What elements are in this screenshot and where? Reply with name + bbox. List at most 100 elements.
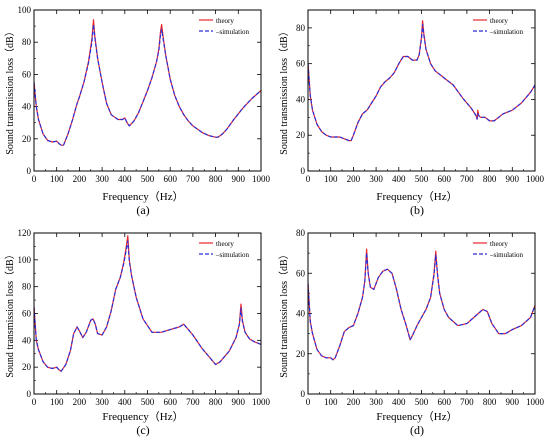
x-tick-label: 300 bbox=[95, 397, 109, 407]
x-tick-label: 1000 bbox=[252, 397, 271, 407]
x-tick-label: 400 bbox=[118, 174, 132, 184]
x-tick-label: 400 bbox=[392, 174, 406, 184]
y-tick-label: 60 bbox=[22, 69, 32, 79]
x-tick-label: 0 bbox=[306, 397, 311, 407]
y-tick-label: 40 bbox=[22, 335, 32, 345]
x-tick-label: 200 bbox=[73, 397, 87, 407]
y-tick-label: 80 bbox=[22, 37, 32, 47]
chart-panel-3: 0 100 200 300 400 500 600 700 800 900 1000 0 20 40 60 8… bbox=[4, 228, 271, 437]
y-axis-label: Sound transmission loss（dB） bbox=[4, 249, 16, 377]
x-tick-label: 800 bbox=[209, 174, 223, 184]
series-line-simulation bbox=[34, 23, 261, 146]
panel-label: (c) bbox=[136, 423, 149, 437]
x-tick-label: 700 bbox=[460, 397, 474, 407]
series-line-simulation bbox=[308, 252, 535, 361]
legend-label: –simulation bbox=[489, 28, 524, 36]
x-tick-label: 500 bbox=[415, 174, 429, 184]
x-tick-label: 900 bbox=[232, 397, 246, 407]
x-axis-label: Frequency（Hz） bbox=[376, 410, 457, 423]
y-tick-label: 80 bbox=[22, 282, 32, 292]
y-tick-label: 100 bbox=[18, 255, 32, 265]
legend-label: theory bbox=[490, 17, 508, 25]
x-tick-label: 600 bbox=[437, 174, 451, 184]
axes-frame bbox=[307, 9, 536, 172]
x-axis-label: Frequency（Hz） bbox=[102, 410, 183, 423]
x-tick-label: 700 bbox=[186, 174, 200, 184]
x-axis-label: Frequency（Hz） bbox=[102, 190, 183, 203]
x-tick-label: 1000 bbox=[526, 397, 545, 407]
x-tick-label: 100 bbox=[50, 174, 64, 184]
x-tick-label: 400 bbox=[392, 397, 406, 407]
y-axis-label: Sound transmission loss（dB） bbox=[278, 26, 290, 154]
chart-panel-2: 0 100 200 300 400 500 600 700 800 900 1000 0 20 40 60 8… bbox=[278, 9, 545, 217]
x-tick-label: 700 bbox=[186, 397, 200, 407]
y-tick-label: 20 bbox=[22, 134, 32, 144]
y-tick-label: 40 bbox=[22, 102, 32, 112]
x-tick-label: 0 bbox=[306, 174, 311, 184]
x-tick-label: 0 bbox=[32, 174, 37, 184]
y-tick-label: 80 bbox=[296, 228, 306, 238]
y-tick-label: 80 bbox=[296, 23, 306, 33]
x-tick-label: 800 bbox=[483, 397, 497, 407]
legend-label: theory bbox=[216, 17, 234, 25]
x-tick-label: 400 bbox=[118, 397, 132, 407]
y-tick-label: 100 bbox=[18, 5, 32, 15]
x-tick-label: 200 bbox=[347, 174, 361, 184]
axes-frame bbox=[307, 232, 536, 395]
x-tick-label: 600 bbox=[163, 397, 177, 407]
axes-frame bbox=[33, 232, 262, 395]
x-tick-label: 300 bbox=[369, 174, 383, 184]
x-tick-label: 100 bbox=[50, 397, 64, 407]
y-tick-label: 0 bbox=[27, 389, 32, 399]
y-tick-label: 120 bbox=[18, 228, 32, 238]
y-tick-label: 40 bbox=[296, 309, 306, 319]
x-tick-label: 500 bbox=[415, 397, 429, 407]
y-tick-label: 20 bbox=[22, 362, 32, 372]
y-tick-label: 20 bbox=[296, 349, 306, 359]
y-tick-label: 40 bbox=[296, 94, 306, 104]
chart-panel-4: 0 100 200 300 400 500 600 700 800 900 1000 0 20 40 60 8… bbox=[278, 228, 545, 437]
x-tick-label: 800 bbox=[483, 174, 497, 184]
y-tick-label: 60 bbox=[296, 268, 306, 278]
x-tick-label: 1000 bbox=[252, 174, 271, 184]
panel-label: (d) bbox=[410, 423, 424, 437]
y-tick-label: 0 bbox=[301, 389, 306, 399]
legend-label: –simulation bbox=[215, 251, 250, 259]
x-tick-label: 800 bbox=[209, 397, 223, 407]
x-tick-label: 200 bbox=[347, 397, 361, 407]
x-axis-label: Frequency（Hz） bbox=[376, 190, 457, 203]
axes-frame bbox=[33, 9, 262, 172]
x-tick-label: 1000 bbox=[526, 174, 545, 184]
x-tick-label: 900 bbox=[506, 174, 520, 184]
legend-label: theory bbox=[490, 240, 508, 248]
series-line-theory bbox=[34, 19, 261, 146]
x-tick-label: 900 bbox=[506, 397, 520, 407]
y-tick-label: 0 bbox=[301, 166, 306, 176]
series-line-simulation bbox=[308, 23, 535, 142]
x-tick-label: 300 bbox=[369, 397, 383, 407]
y-tick-label: 60 bbox=[296, 59, 306, 69]
x-tick-label: 500 bbox=[141, 174, 155, 184]
legend-label: theory bbox=[216, 240, 234, 248]
x-tick-label: 100 bbox=[324, 174, 338, 184]
series-line-theory bbox=[308, 20, 535, 142]
x-tick-label: 300 bbox=[95, 174, 109, 184]
panel-label: (b) bbox=[410, 203, 424, 217]
y-axis-label: Sound transmission loss（dB） bbox=[4, 26, 16, 154]
x-tick-label: 700 bbox=[460, 174, 474, 184]
x-tick-label: 100 bbox=[324, 397, 338, 407]
legend-label: –simulation bbox=[215, 28, 250, 36]
x-tick-label: 0 bbox=[32, 397, 37, 407]
x-tick-label: 900 bbox=[232, 174, 246, 184]
x-tick-label: 500 bbox=[141, 397, 155, 407]
panel-label: (a) bbox=[136, 203, 149, 217]
series-line-theory bbox=[308, 248, 535, 361]
y-axis-label: Sound transmission loss（dB） bbox=[278, 249, 290, 377]
legend-label: –simulation bbox=[489, 251, 524, 259]
x-tick-label: 600 bbox=[163, 174, 177, 184]
x-tick-label: 600 bbox=[437, 397, 451, 407]
y-tick-label: 60 bbox=[22, 309, 32, 319]
series-line-simulation bbox=[34, 240, 261, 372]
y-tick-label: 0 bbox=[27, 166, 32, 176]
